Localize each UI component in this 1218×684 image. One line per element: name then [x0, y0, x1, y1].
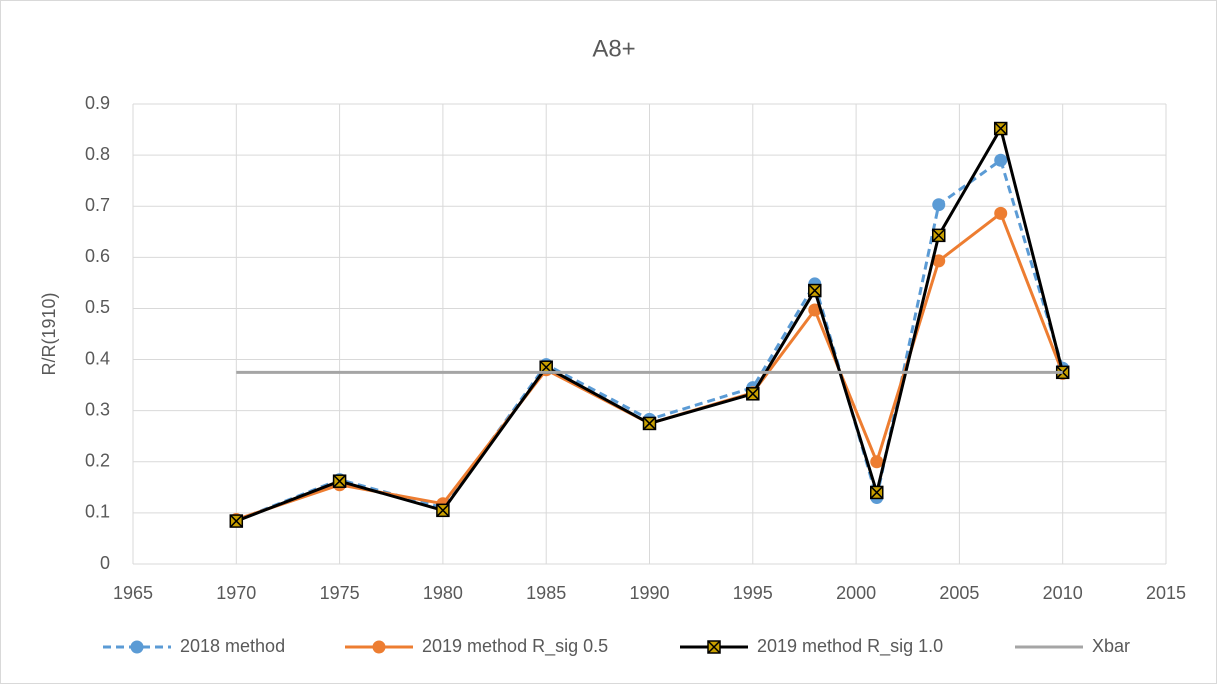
y-tick-label: 0	[100, 553, 110, 573]
y-tick-label: 0.4	[85, 348, 110, 368]
marker	[130, 640, 144, 654]
x-tick-label: 2000	[836, 583, 876, 603]
marker-cross	[436, 503, 450, 517]
marker	[332, 474, 347, 488]
marker	[932, 254, 946, 268]
y-tick-label: 0.8	[85, 144, 110, 164]
marker	[642, 416, 657, 431]
marker-cross	[642, 416, 657, 430]
y-tick-label: 0.2	[85, 451, 110, 471]
marker	[707, 640, 721, 654]
marker-cross	[808, 284, 822, 298]
marker	[993, 121, 1008, 136]
legend-label: Xbar	[1092, 636, 1130, 656]
marker	[870, 455, 884, 469]
x-tick-label: 1970	[216, 583, 256, 603]
marker-cross	[932, 228, 946, 242]
marker-cross	[994, 122, 1008, 136]
x-tick-label: 2010	[1043, 583, 1083, 603]
x-tick-label: 1980	[423, 583, 463, 603]
x-tick-label: 1975	[320, 583, 360, 603]
marker	[932, 198, 946, 212]
legend-label: 2019 method R_sig 0.5	[422, 636, 608, 657]
marker-cross	[229, 514, 243, 528]
marker	[931, 228, 946, 243]
x-tick-label: 1985	[526, 583, 566, 603]
y-tick-label: 0.1	[85, 502, 110, 522]
y-axis-label: R/R(1910)	[39, 292, 59, 375]
x-tick-label: 1995	[733, 583, 773, 603]
y-tick-label: 0.7	[85, 195, 110, 215]
marker	[229, 514, 244, 528]
y-tick-label: 0.6	[85, 246, 110, 266]
marker-cross	[333, 474, 347, 488]
y-tick-label: 0.3	[85, 399, 110, 419]
chart-title: A8+	[592, 35, 635, 62]
marker	[994, 206, 1008, 220]
marker	[746, 387, 760, 401]
y-tick-label: 0.5	[85, 297, 110, 317]
legend-label: 2019 method R_sig 1.0	[757, 636, 943, 657]
marker	[870, 485, 884, 500]
marker-cross	[746, 387, 760, 401]
y-tick-label: 0.9	[85, 93, 110, 113]
marker	[808, 303, 822, 317]
marker	[994, 153, 1008, 167]
marker	[372, 640, 386, 654]
x-tick-label: 1990	[629, 583, 669, 603]
x-tick-label: 2015	[1146, 583, 1186, 603]
marker-cross	[870, 485, 884, 499]
marker	[808, 283, 822, 298]
x-tick-label: 2005	[939, 583, 979, 603]
x-tick-label: 1965	[113, 583, 153, 603]
marker-cross	[707, 640, 721, 654]
marker	[436, 503, 450, 518]
legend-label: 2018 method	[180, 636, 285, 656]
